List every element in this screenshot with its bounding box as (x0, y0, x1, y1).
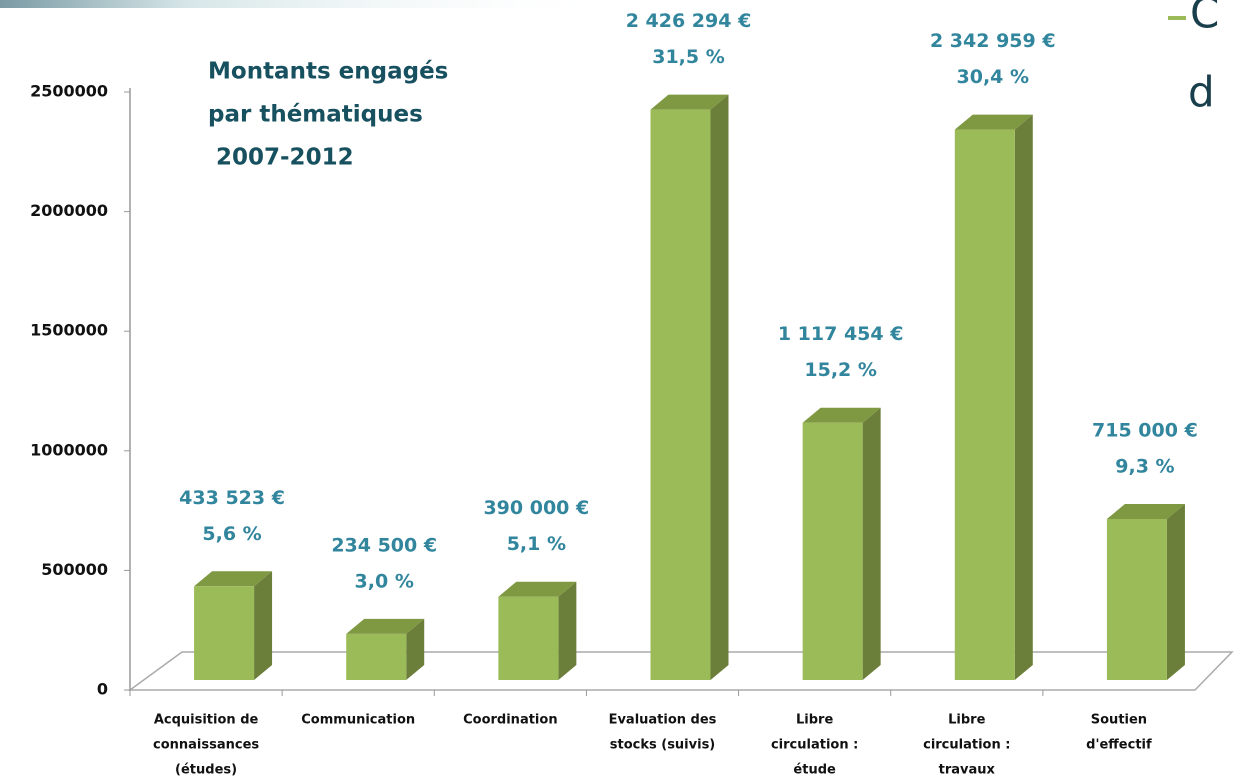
x-tick-label: stocks (suivis) (610, 738, 716, 753)
bar-top (954, 114, 1033, 130)
x-tick-label: travaux (939, 763, 996, 778)
value-label: 433 523 € (179, 487, 285, 509)
x-tick-label: Coordination (463, 713, 557, 728)
x-tick-label: circulation : (771, 738, 858, 753)
bar-side (1166, 503, 1185, 680)
chart-title: par thématiques (208, 102, 423, 128)
y-tick-label: 2000000 (30, 201, 108, 220)
y-tick-label: 500000 (41, 560, 108, 579)
annotation: C (1190, 0, 1219, 38)
bar (346, 633, 407, 680)
bar (194, 586, 255, 680)
annotation: d (1188, 68, 1215, 117)
value-label: 2 342 959 € (930, 30, 1056, 52)
bar-side (1014, 114, 1033, 680)
bar (802, 422, 863, 680)
x-tick-label: Evaluation des (609, 713, 717, 728)
share-label: 9,3 % (1115, 455, 1174, 477)
x-tick-label: Libre (948, 713, 985, 728)
bar (650, 109, 711, 680)
x-tick-label: circulation : (923, 738, 1010, 753)
y-tick-label: 0 (97, 680, 108, 699)
share-label: 31,5 % (652, 46, 725, 68)
share-label: 5,1 % (507, 533, 566, 555)
x-tick-label: connaissances (153, 738, 259, 753)
share-label: 15,2 % (804, 359, 877, 381)
bar-top (194, 571, 273, 587)
bar (954, 129, 1015, 680)
chart-title: Montants engagés (208, 59, 448, 85)
value-label: 1 117 454 € (778, 323, 904, 345)
x-tick-label: Communication (301, 713, 415, 728)
value-label: 234 500 € (331, 534, 437, 556)
floor (127, 651, 1234, 691)
x-tick-label: Acquisition de (154, 713, 259, 728)
bar-side (710, 94, 729, 680)
bar (1106, 518, 1167, 680)
value-label: 390 000 € (483, 497, 589, 519)
bar-top (650, 94, 729, 110)
bar-side (406, 618, 425, 680)
bar-top (498, 581, 577, 597)
x-tick-label: étude (793, 763, 836, 778)
bar-side (558, 581, 577, 680)
bar-side (862, 407, 881, 680)
x-tick-label: Libre (796, 713, 833, 728)
bar-side (254, 571, 273, 680)
share-label: 5,6 % (202, 523, 261, 545)
bar-top (1106, 503, 1185, 519)
share-label: 3,0 % (355, 570, 414, 592)
x-tick-label: d'effectif (1086, 738, 1152, 753)
x-tick-label: Soutien (1091, 713, 1147, 728)
value-label: 715 000 € (1092, 419, 1198, 441)
y-tick-label: 1000000 (30, 440, 108, 459)
y-tick-label: 1500000 (30, 321, 108, 340)
chart-title: 2007-2012 (216, 145, 354, 171)
y-tick-label: 2500000 (30, 82, 108, 101)
bullet-dash (1168, 16, 1186, 20)
bar-top (802, 407, 881, 423)
bar (498, 596, 559, 680)
value-label: 2 426 294 € (626, 10, 752, 32)
x-tick-label: (études) (175, 763, 237, 778)
header-band (0, 0, 620, 8)
bar-top (346, 618, 425, 634)
share-label: 30,4 % (957, 66, 1030, 88)
